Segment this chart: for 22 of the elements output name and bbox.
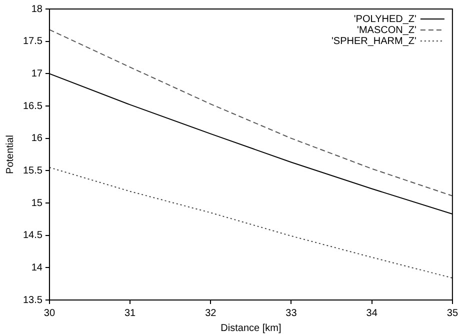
y-tick-label: 15.5 — [22, 165, 43, 176]
legend-label: 'MASCON_Z' — [357, 24, 417, 36]
y-tick-label: 17.5 — [22, 36, 43, 48]
y-tick-label: 16.5 — [22, 100, 43, 112]
y-tick-label: 18 — [31, 4, 43, 15]
x-tick-label: 32 — [205, 308, 217, 319]
y-tick-label: 14.5 — [22, 230, 43, 242]
x-tick-label: 34 — [366, 308, 378, 319]
x-tick-label: 31 — [124, 308, 136, 319]
y-tick-label: 15 — [31, 198, 43, 209]
x-axis-title: Distance [km] — [220, 322, 282, 334]
legend-label: 'POLYHED_Z' — [354, 14, 417, 25]
y-axis-title: Potential — [4, 135, 16, 174]
y-tick-label: 14 — [31, 262, 43, 274]
y-tick-label: 17 — [31, 68, 43, 80]
y-tick-label: 13.5 — [22, 294, 43, 306]
legend-label: 'SPHER_HARM_Z' — [331, 36, 417, 47]
x-tick-label: 30 — [44, 308, 56, 319]
y-tick-label: 16 — [31, 133, 43, 144]
x-tick-label: 35 — [446, 308, 458, 319]
line-series — [49, 166, 452, 279]
x-tick-label: 33 — [286, 308, 298, 319]
